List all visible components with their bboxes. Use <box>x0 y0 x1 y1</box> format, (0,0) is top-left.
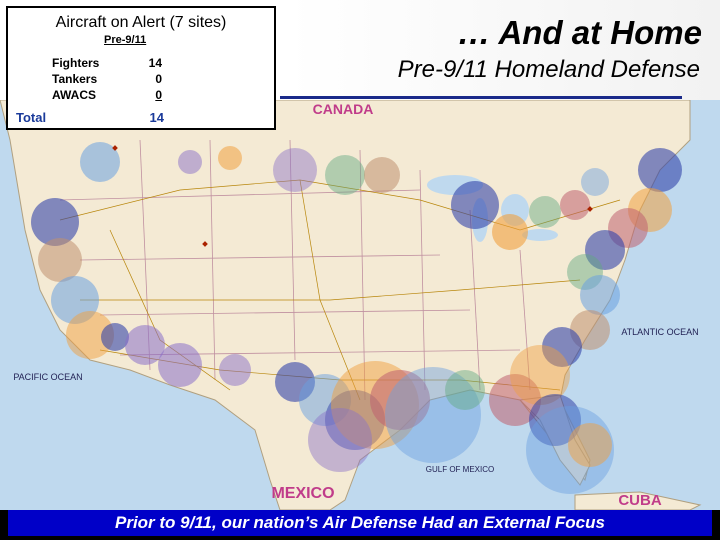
alert-total-label: Total <box>16 110 47 125</box>
slide-subtitle: Pre-9/11 Homeland Defense <box>397 56 700 83</box>
lake-erie <box>522 229 558 241</box>
alert-row-tankers: Tankers 0 <box>52 72 162 86</box>
alert-total-row: Total 14 <box>16 110 164 125</box>
aircraft-alert-box: Aircraft on Alert (7 sites) Pre-9/11 Fig… <box>6 6 276 130</box>
alert-total-value: 14 <box>149 110 164 125</box>
bottom-banner: Prior to 9/11, our nation’s Air Defense … <box>8 510 712 536</box>
alert-row-label: AWACS <box>52 88 97 102</box>
label-pacific-ocean: PACIFIC OCEAN <box>13 372 82 382</box>
homeland-defense-map: CANADA MEXICO CUBA PACIFIC OCEAN ATLANTI… <box>0 100 720 510</box>
alert-row-fighters: Fighters 14 <box>52 56 162 70</box>
alert-box-title: Aircraft on Alert (7 sites) <box>55 14 227 31</box>
coverage-circles <box>31 142 682 494</box>
alert-row-value: 0 <box>155 72 162 86</box>
banner-text: Prior to 9/11, our nation’s Air Defense … <box>115 513 605 532</box>
alert-row-label: Tankers <box>52 72 98 86</box>
label-mexico: MEXICO <box>271 485 334 502</box>
slide-title: … And at Home <box>457 14 702 51</box>
label-gulf-of-mexico: GULF OF MEXICO <box>426 465 494 474</box>
alert-box-column-header: Pre-9/11 <box>104 34 147 46</box>
alert-row-label: Fighters <box>52 56 100 70</box>
alert-row-awacs: AWACS 0 <box>52 88 162 102</box>
label-atlantic-ocean: ATLANTIC OCEAN <box>621 327 698 337</box>
title-rule <box>280 96 682 99</box>
alert-row-value: 0 <box>155 88 162 102</box>
alert-row-value: 14 <box>148 56 162 70</box>
label-canada: CANADA <box>313 101 374 117</box>
map-cuba <box>574 491 702 510</box>
label-cuba: CUBA <box>618 492 661 509</box>
